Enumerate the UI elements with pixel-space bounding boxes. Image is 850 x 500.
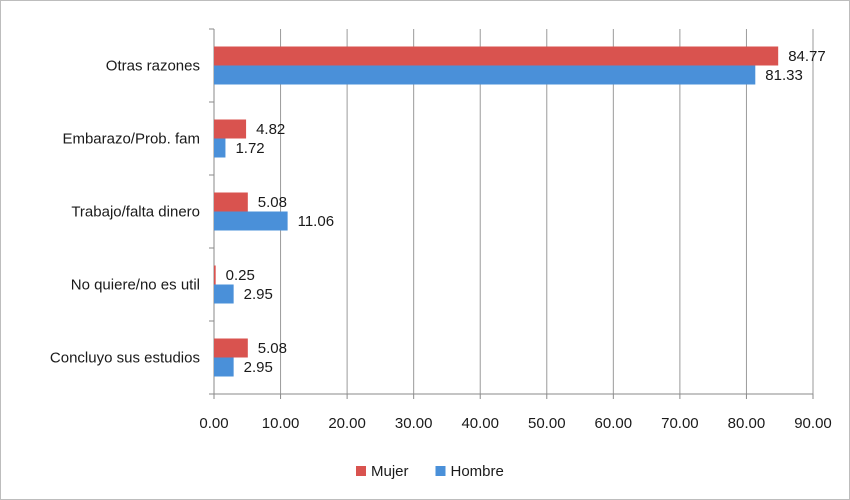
x-tick-label: 80.00: [728, 415, 766, 432]
x-tick-label: 90.00: [794, 415, 832, 432]
bar-hombre: [214, 138, 226, 158]
data-label: 1.72: [235, 140, 264, 157]
data-label: 4.82: [256, 121, 285, 138]
bar-hombre: [214, 211, 288, 231]
legend-swatch-hombre: [435, 466, 446, 476]
x-tick-label: 30.00: [395, 415, 433, 432]
category-label: Embarazo/Prob. fam: [62, 131, 200, 148]
data-label: 5.08: [258, 340, 287, 357]
category-label: No quiere/no es util: [71, 277, 200, 294]
legend-label: Mujer: [371, 463, 409, 480]
data-label: 5.08: [258, 194, 287, 211]
bar-mujer: [214, 265, 216, 285]
legend-swatch-mujer: [356, 466, 366, 476]
legend-label: Hombre: [451, 463, 504, 480]
x-tick-label: 60.00: [595, 415, 633, 432]
data-label: 84.77: [788, 48, 826, 65]
x-tick-label: 70.00: [661, 415, 699, 432]
category-label: Trabajo/falta dinero: [71, 204, 200, 221]
data-label: 2.95: [244, 359, 273, 376]
bar-mujer: [214, 338, 248, 358]
bar-hombre: [214, 65, 756, 85]
bar-hombre: [214, 284, 234, 304]
x-tick-label: 50.00: [528, 415, 566, 432]
data-label: 11.06: [298, 213, 334, 230]
bar-mujer: [214, 46, 779, 66]
category-label: Otras razones: [106, 58, 200, 75]
data-label: 2.95: [244, 286, 273, 303]
data-label: 81.33: [765, 67, 803, 84]
data-label: 0.25: [226, 267, 255, 284]
x-tick-label: 20.00: [328, 415, 366, 432]
x-tick-label: 0.00: [199, 415, 228, 432]
bar-mujer: [214, 119, 247, 139]
x-tick-label: 10.00: [262, 415, 300, 432]
bar-hombre: [214, 357, 234, 377]
bar-mujer: [214, 192, 248, 212]
x-tick-label: 40.00: [461, 415, 499, 432]
category-label: Concluyo sus estudios: [50, 350, 200, 367]
